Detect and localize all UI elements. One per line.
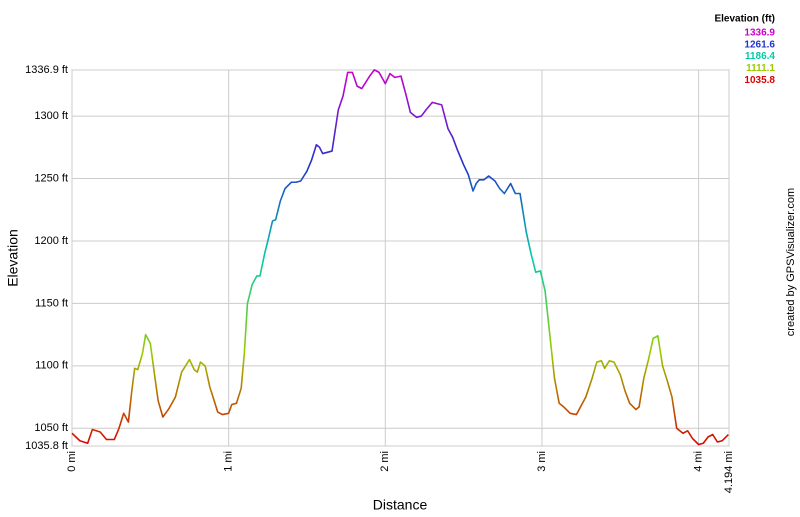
y-tick-label: 1336.9 ft — [25, 64, 68, 76]
legend: Elevation (ft) 1336.91261.61186.41111.11… — [714, 14, 775, 86]
x-tick-label: 4 mi — [693, 451, 705, 472]
elevation-line — [71, 69, 729, 446]
legend-value: 1186.4 — [745, 51, 775, 62]
y-tick-label: 1035.8 ft — [25, 440, 68, 452]
legend-title: Elevation (ft) — [714, 14, 775, 25]
legend-value: 1336.9 — [744, 28, 775, 39]
y-tick-label: 1250 ft — [34, 172, 68, 184]
x-tick-label: 3 mi — [536, 451, 548, 472]
y-tick-label: 1150 ft — [35, 297, 68, 309]
y-tick-label: 1200 ft — [34, 235, 68, 247]
legend-value: 1035.8 — [744, 75, 775, 86]
credit: created by GPSVisualizer.com — [785, 188, 797, 336]
y-axis-title: Elevation — [5, 229, 21, 287]
x-axis-title: Distance — [373, 497, 428, 513]
y-tick-label: 1050 ft — [34, 422, 68, 434]
legend-value: 1111.1 — [746, 63, 775, 74]
x-tick-label: 2 mi — [379, 451, 391, 472]
x-tick-label: 1 mi — [223, 451, 235, 472]
y-tick-label: 1300 ft — [34, 110, 68, 122]
y-tick-label: 1100 ft — [35, 360, 68, 372]
legend-value: 1261.6 — [744, 39, 775, 50]
x-tick-label: 4.194 mi — [723, 451, 735, 493]
x-tick-label: 0 mi — [66, 451, 78, 472]
plot-frame — [71, 69, 730, 447]
